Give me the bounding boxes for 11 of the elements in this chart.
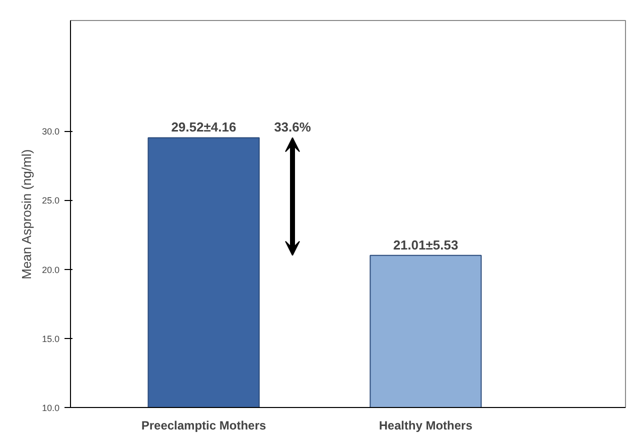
- x-tick-label: Healthy Mothers: [379, 418, 473, 432]
- y-tick-label: 20.0: [42, 264, 60, 275]
- y-tick-label: 30.0: [42, 126, 60, 137]
- y-tick-label: 10.0: [42, 403, 60, 413]
- data-label: 29.52±4.16: [171, 120, 236, 135]
- annotation: 33.6%: [274, 120, 312, 135]
- data-label: 21.01±5.53: [393, 237, 458, 252]
- y-tick-label: 15.0: [42, 334, 60, 344]
- x-tick-label: Preeclamptic Mothers: [141, 418, 266, 432]
- y-axis-title: Mean Asprosin (ng/ml): [18, 149, 34, 280]
- y-tick-label: 25.0: [42, 196, 60, 206]
